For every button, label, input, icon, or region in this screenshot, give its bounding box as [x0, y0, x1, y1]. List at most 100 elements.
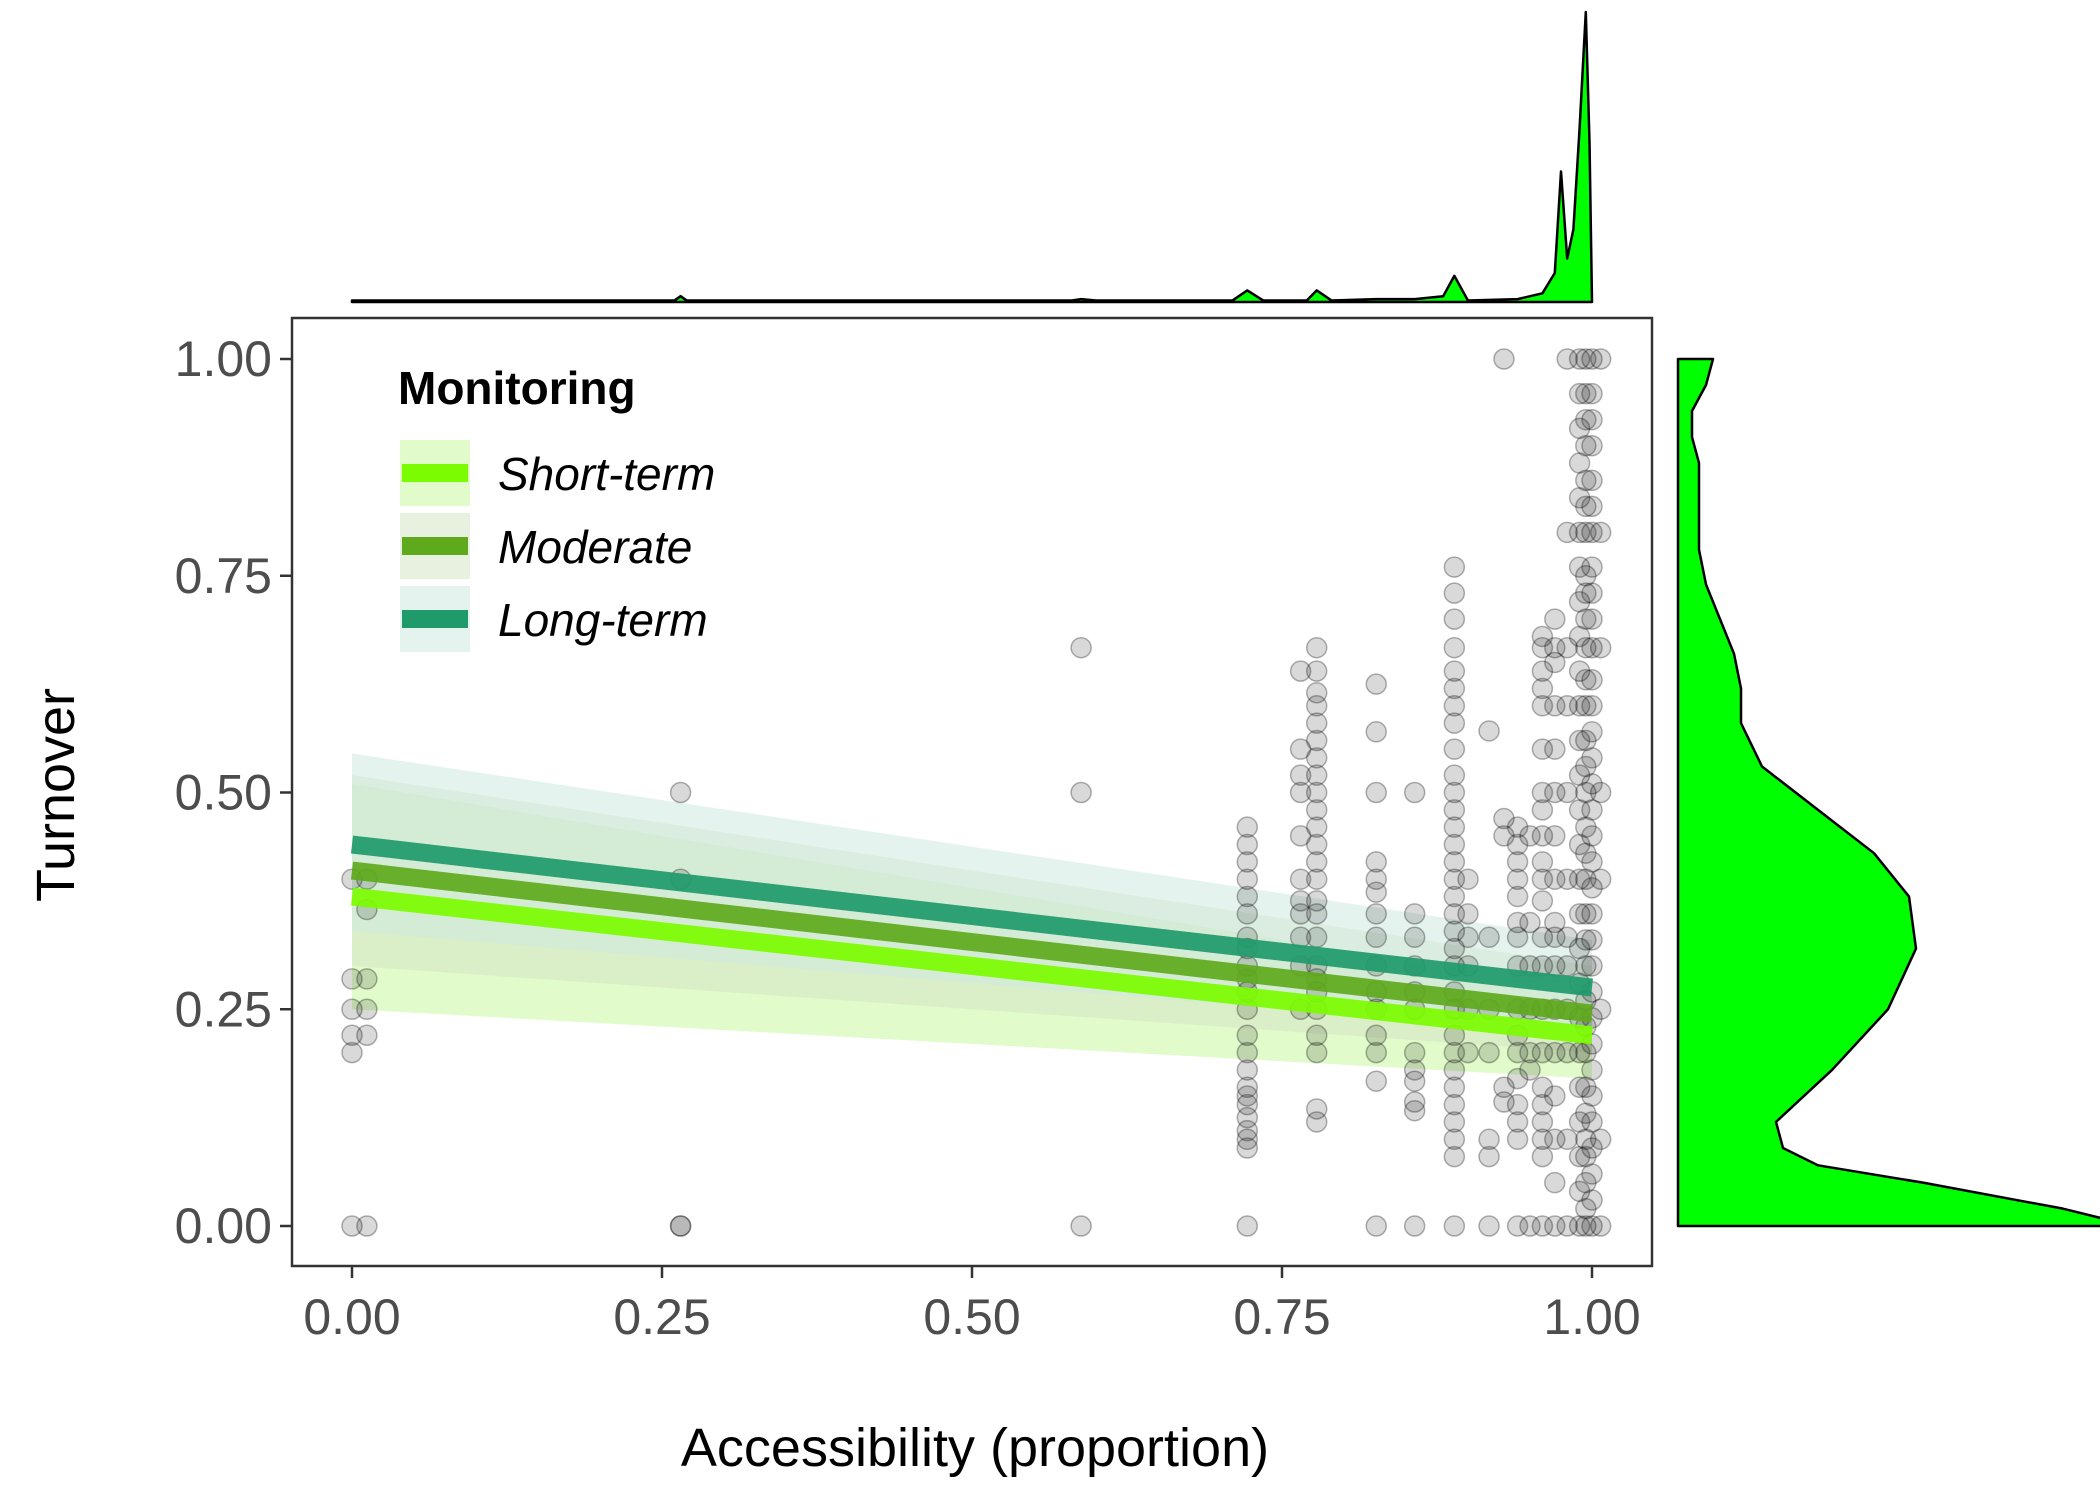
data-point	[1575, 695, 1597, 717]
data-point	[1581, 495, 1603, 518]
data-point	[1289, 660, 1312, 682]
data-point	[1443, 781, 1466, 804]
data-point	[1581, 408, 1603, 431]
data-point	[1575, 469, 1597, 492]
data-point	[1568, 348, 1591, 370]
data-point	[1365, 881, 1387, 903]
data-point	[1531, 1215, 1554, 1237]
data-point	[1575, 521, 1597, 544]
data-point	[1305, 868, 1328, 890]
data-point	[1519, 911, 1541, 934]
data-point	[1589, 1128, 1612, 1151]
data-point	[1575, 929, 1597, 951]
data-point	[1403, 1091, 1426, 1113]
data-point	[1568, 1076, 1591, 1099]
data-point	[1236, 1093, 1259, 1116]
data-point	[1589, 868, 1612, 890]
data-point	[1478, 1041, 1500, 1064]
data-point	[1443, 833, 1466, 856]
data-point	[1236, 1041, 1259, 1064]
data-point	[1544, 636, 1566, 659]
data-point	[1365, 903, 1387, 925]
data-point	[356, 1024, 378, 1047]
data-point	[1443, 608, 1466, 630]
data-point	[1581, 556, 1603, 578]
ribbon-long-term	[352, 753, 1592, 1036]
data-point	[1403, 1099, 1426, 1122]
data-point	[1581, 1189, 1603, 1211]
data-point	[1305, 926, 1328, 949]
data-point	[1544, 1215, 1566, 1237]
data-point	[1531, 799, 1554, 821]
data-point	[1305, 903, 1328, 925]
x-tick-label: 0.75	[1233, 1289, 1330, 1345]
data-point	[1581, 955, 1603, 977]
data-point	[1443, 1041, 1466, 1064]
data-point	[1519, 1215, 1541, 1237]
legend: Monitoring Short-term Moderate Long-term	[398, 362, 715, 652]
data-point	[1568, 695, 1591, 717]
data-point	[1556, 926, 1578, 949]
data-point	[1457, 903, 1479, 925]
data-point	[1568, 1111, 1591, 1133]
trend-line-short-term	[350, 887, 1594, 1045]
data-point	[1506, 1093, 1529, 1116]
marginal-x-density	[350, 10, 1594, 304]
marginal-x-density-area	[350, 10, 1594, 304]
legend-label-short-term: Short-term	[498, 448, 715, 500]
data-point	[1305, 781, 1328, 804]
data-point	[1443, 1059, 1466, 1081]
data-point	[1519, 1041, 1541, 1064]
data-point	[1519, 1059, 1541, 1081]
data-point	[1443, 764, 1466, 786]
legend-key-short-term	[402, 464, 468, 482]
data-point	[1568, 729, 1591, 752]
data-point	[1365, 851, 1387, 873]
data-point	[1531, 781, 1554, 804]
x-axis: 0.00 0.25 0.50 0.75 1.00	[303, 1266, 1641, 1345]
data-point	[1568, 1180, 1591, 1203]
data-point	[1365, 868, 1387, 890]
data-point	[1568, 521, 1591, 544]
data-point	[1544, 911, 1566, 934]
data-point	[1443, 1145, 1466, 1168]
data-point	[1305, 833, 1328, 856]
y-tick-label: 0.00	[175, 1198, 272, 1254]
data-point	[1236, 1137, 1259, 1159]
data-point	[1305, 695, 1328, 717]
data-point	[1506, 833, 1529, 856]
data-point	[1443, 937, 1466, 960]
data-point	[1575, 565, 1597, 587]
data-point	[1365, 926, 1387, 949]
data-point	[1556, 695, 1578, 717]
data-point	[1581, 608, 1603, 630]
data-point	[1403, 781, 1426, 804]
data-point	[1365, 673, 1387, 695]
data-point	[1581, 434, 1603, 457]
data-point	[1305, 729, 1328, 752]
data-point	[1581, 1085, 1603, 1107]
data-point	[1581, 929, 1603, 951]
data-point	[1443, 799, 1466, 821]
data-point	[1575, 1171, 1597, 1194]
data-point	[1589, 1215, 1612, 1237]
data-point	[1289, 825, 1312, 847]
data-point	[341, 1041, 363, 1064]
data-point	[1575, 868, 1597, 890]
trend-line-moderate	[350, 861, 1594, 1023]
y-axis: 0.00 0.25 0.50 0.75 1.00	[175, 331, 292, 1254]
data-point	[1531, 677, 1554, 700]
data-point	[341, 998, 363, 1020]
data-point	[1556, 868, 1578, 890]
data-point	[1305, 1111, 1328, 1133]
data-point	[1531, 1111, 1554, 1133]
data-point	[1531, 636, 1554, 659]
data-point	[1457, 868, 1479, 890]
data-point	[1305, 890, 1328, 912]
data-point	[1568, 486, 1591, 509]
data-point	[1236, 885, 1259, 908]
data-point	[1568, 1215, 1591, 1237]
data-point	[1457, 926, 1479, 949]
data-point	[1443, 582, 1466, 604]
data-point	[1568, 452, 1591, 474]
